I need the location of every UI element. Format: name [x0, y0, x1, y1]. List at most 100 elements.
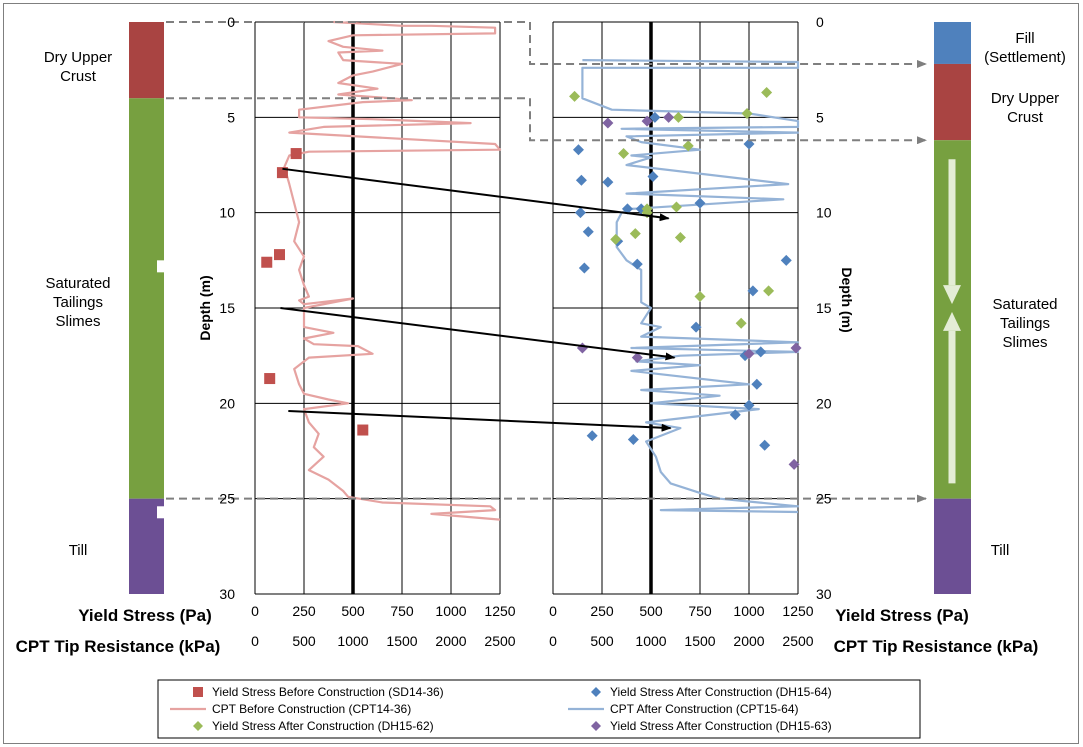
point-2	[574, 207, 586, 219]
left-column-layer-1	[129, 98, 164, 499]
before-y-tick-label: 10	[219, 205, 235, 221]
left-column-layer-0	[129, 22, 164, 99]
series-line-1	[283, 20, 502, 521]
series-line-3	[581, 59, 800, 514]
after-tick-label-kpa: 1000	[635, 633, 666, 649]
point-4	[672, 111, 684, 123]
before-tick-label-pa: 250	[292, 603, 316, 619]
point-2	[586, 430, 598, 442]
point-2	[780, 254, 792, 266]
point-5	[743, 348, 755, 360]
point-2	[759, 439, 771, 451]
point-2	[747, 285, 759, 297]
point-2	[582, 226, 594, 238]
legend-label: Yield Stress Before Construction (SD14-3…	[212, 685, 444, 699]
point-2	[627, 434, 639, 446]
legend-label: Yield Stress After Construction (DH15-63…	[610, 719, 832, 733]
before-y-tick-label: 0	[227, 14, 235, 30]
after-tick-label-kpa: 500	[590, 633, 614, 649]
right-x-axis-label-kpa: CPT Tip Resistance (kPa)	[834, 637, 1039, 656]
legend-swatch	[591, 721, 601, 731]
before-y-tick-label: 5	[227, 109, 235, 125]
point-4	[735, 317, 747, 329]
point-4	[694, 291, 706, 303]
point-4	[610, 233, 622, 245]
after-y-tick-label: 0	[816, 14, 824, 30]
point-5	[788, 458, 800, 470]
after-y-tick-label: 5	[816, 109, 824, 125]
point-2	[743, 399, 755, 411]
left-label-slimes: Saturated Tailings Slimes	[45, 275, 110, 330]
legend-label: CPT Before Construction (CPT14-36)	[212, 702, 411, 716]
left-label-crust: Dry Upper Crust	[44, 49, 112, 85]
after-y-tick-label: 10	[816, 205, 832, 221]
arrow-2	[288, 409, 672, 432]
before-tick-label-kpa: 1500	[386, 633, 417, 649]
right-column-layer-3	[934, 498, 971, 594]
point-2	[631, 258, 643, 270]
point-2	[578, 262, 590, 274]
legend-swatch	[591, 687, 601, 697]
after-tick-label-pa: 750	[688, 603, 712, 619]
point-5	[663, 111, 675, 123]
point-5	[576, 342, 588, 354]
point-0	[261, 256, 273, 268]
before-tick-label-kpa: 0	[251, 633, 259, 649]
point-0	[274, 249, 285, 261]
after-y-tick-label: 25	[816, 491, 832, 507]
point-4	[618, 148, 630, 160]
legend-box	[157, 679, 921, 739]
point-4	[569, 90, 581, 102]
before-y-tick-label: 15	[219, 300, 235, 316]
before-y-tick-label: 20	[219, 395, 235, 411]
after-tick-label-kpa: 2500	[782, 633, 813, 649]
before-tick-label-pa: 0	[251, 603, 259, 619]
point-0	[357, 424, 369, 436]
after-y-tick-label: 15	[816, 300, 832, 316]
left-label-till: Till	[69, 542, 88, 559]
point-2	[647, 170, 659, 182]
legend-swatch	[193, 721, 203, 731]
settlement-arrow-up-head	[943, 311, 961, 331]
right-label-slimes: Saturated Tailings Slimes	[992, 296, 1057, 351]
after-y-tick-label: 30	[816, 586, 832, 602]
legend-label: CPT After Construction (CPT15-64)	[610, 702, 799, 716]
before-y-axis-label: Depth (m)	[197, 275, 213, 340]
point-2	[621, 203, 633, 215]
point-2	[690, 321, 702, 333]
right-label-crust: Dry Upper Crust	[991, 90, 1059, 126]
after-tick-label-pa: 1000	[733, 603, 764, 619]
before-tick-label-kpa: 2500	[484, 633, 515, 649]
point-0	[276, 167, 288, 179]
point-4	[629, 228, 641, 240]
before-tick-label-kpa: 500	[292, 633, 316, 649]
after-tick-label-pa: 0	[549, 603, 557, 619]
before-tick-label-pa: 1000	[435, 603, 466, 619]
legend-label: Yield Stress After Construction (DH15-62…	[212, 719, 434, 733]
point-4	[761, 87, 773, 99]
point-0	[264, 373, 276, 385]
left-x-axis-label-pa: Yield Stress (Pa)	[78, 606, 212, 625]
point-2	[694, 197, 706, 209]
left-column-notch	[157, 506, 164, 519]
right-label-till: Till	[991, 542, 1010, 559]
point-2	[729, 409, 741, 421]
before-tick-label-pa: 1250	[484, 603, 515, 619]
settlement-arrow-down-head	[943, 285, 961, 305]
point-5	[631, 352, 643, 364]
after-y-tick-label: 20	[816, 395, 832, 411]
point-4	[674, 231, 686, 243]
figure-frame	[3, 3, 1079, 744]
legend-label: Yield Stress After Construction (DH15-64…	[610, 685, 832, 699]
point-4	[763, 285, 775, 297]
point-4	[741, 108, 753, 120]
after-tick-label-pa: 500	[639, 603, 663, 619]
point-2	[751, 378, 763, 390]
after-tick-label-pa: 1250	[782, 603, 813, 619]
after-tick-label-pa: 250	[590, 603, 614, 619]
before-tick-label-pa: 750	[390, 603, 414, 619]
before-y-tick-label: 30	[219, 586, 235, 602]
point-2	[755, 346, 767, 358]
point-2	[602, 176, 614, 188]
